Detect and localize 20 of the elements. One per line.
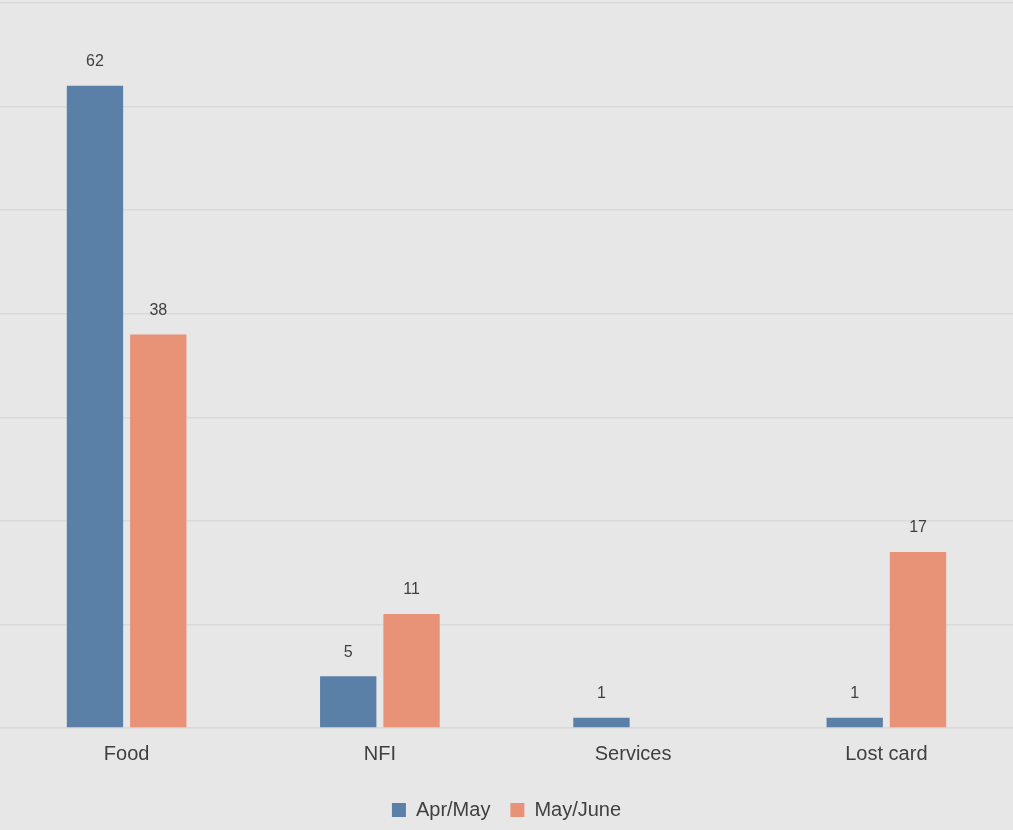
bar [320,676,377,728]
legend-label: Apr/May [415,797,491,820]
bar [889,551,947,728]
bar [826,717,883,728]
data-label: 1 [597,684,607,702]
bar [130,334,187,728]
data-label: 5 [343,642,353,660]
data-label: 11 [403,580,420,598]
x-tick-label: Services [594,741,672,764]
legend-label: May/June [534,797,622,820]
x-tick-label: NFI [363,741,396,764]
data-label: 38 [149,300,168,318]
data-label: 1 [850,684,860,702]
data-label: 17 [909,518,928,536]
bar [66,85,124,728]
x-tick-label: Lost card [845,741,928,764]
data-label: 62 [86,52,104,70]
bar [573,717,630,728]
bar [383,614,440,728]
x-tick-label: Food [103,741,150,764]
